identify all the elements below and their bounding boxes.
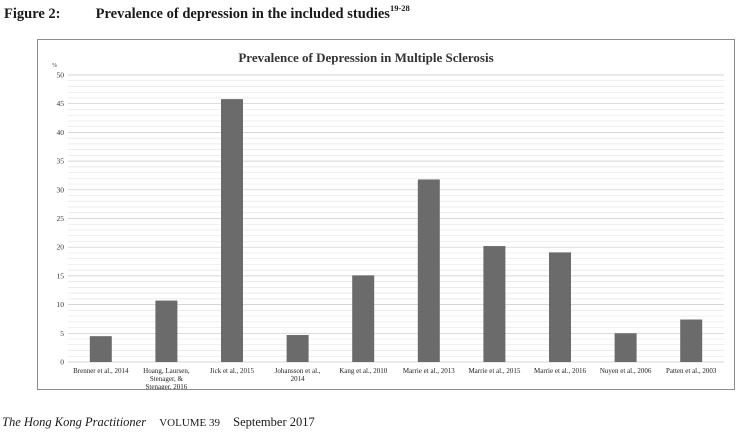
bar: [155, 300, 178, 362]
bar-chart: Prevalence of Depression in Multiple Scl…: [52, 50, 724, 389]
y-tick-label: 10: [57, 300, 65, 309]
bar: [483, 246, 506, 362]
x-tick-label: Johansson et al., 2014: [275, 367, 321, 383]
page-footer: The Hong Kong Practitioner VOLUME 39 Sep…: [2, 415, 315, 430]
y-tick-label: 15: [57, 271, 65, 280]
bar: [352, 275, 375, 362]
y-tick-label: 25: [57, 214, 65, 223]
x-tick-label: Hoang, Laursen, Stenager, & Stenager, 2016: [143, 367, 190, 389]
y-tick-label: 50: [57, 71, 65, 80]
x-tick-label: Marrie et al., 2015: [468, 367, 520, 375]
y-tick-label: 45: [57, 99, 65, 108]
x-tick-label: Marrie et al., 2013: [403, 367, 455, 375]
bar: [89, 336, 112, 362]
y-tick-label: 35: [57, 157, 65, 166]
figure-caption: Prevalence of depression in the included…: [95, 5, 390, 22]
y-tick-label: 0: [60, 358, 64, 367]
x-tick-label: Nuyen et al., 2006: [600, 367, 652, 375]
bar: [614, 333, 637, 362]
figure-references: 19-28: [389, 3, 410, 13]
issue-date: September 2017: [233, 415, 315, 429]
x-tick-label: Brenner et al., 2014: [73, 367, 129, 375]
bar: [680, 319, 703, 362]
journal-name: The Hong Kong Practitioner: [2, 415, 147, 429]
journal-volume: VOLUME 39: [159, 417, 221, 429]
y-axis-label: %: [52, 63, 57, 69]
bar: [417, 179, 440, 362]
y-tick-label: 40: [57, 128, 65, 137]
chart-frame: Prevalence of Depression in Multiple Scl…: [37, 39, 735, 390]
y-tick-label: 5: [60, 329, 64, 338]
bar: [286, 335, 309, 362]
figure-label: Figure 2:: [4, 5, 61, 22]
bar: [221, 99, 243, 362]
x-tick-label: Patten et al., 2003: [666, 367, 717, 375]
y-tick-label: 20: [57, 243, 65, 252]
y-tick-label: 30: [57, 185, 65, 194]
x-tick-label: Jick et al., 2015: [210, 367, 255, 375]
x-tick-label: Marrie et al., 2016: [534, 367, 586, 375]
chart-title: Prevalence of Depression in Multiple Scl…: [238, 50, 493, 65]
bar: [549, 252, 571, 362]
figure-heading: Figure 2: Prevalence of depression in th…: [4, 3, 410, 23]
x-tick-label: Kang et al., 2010: [339, 367, 388, 375]
